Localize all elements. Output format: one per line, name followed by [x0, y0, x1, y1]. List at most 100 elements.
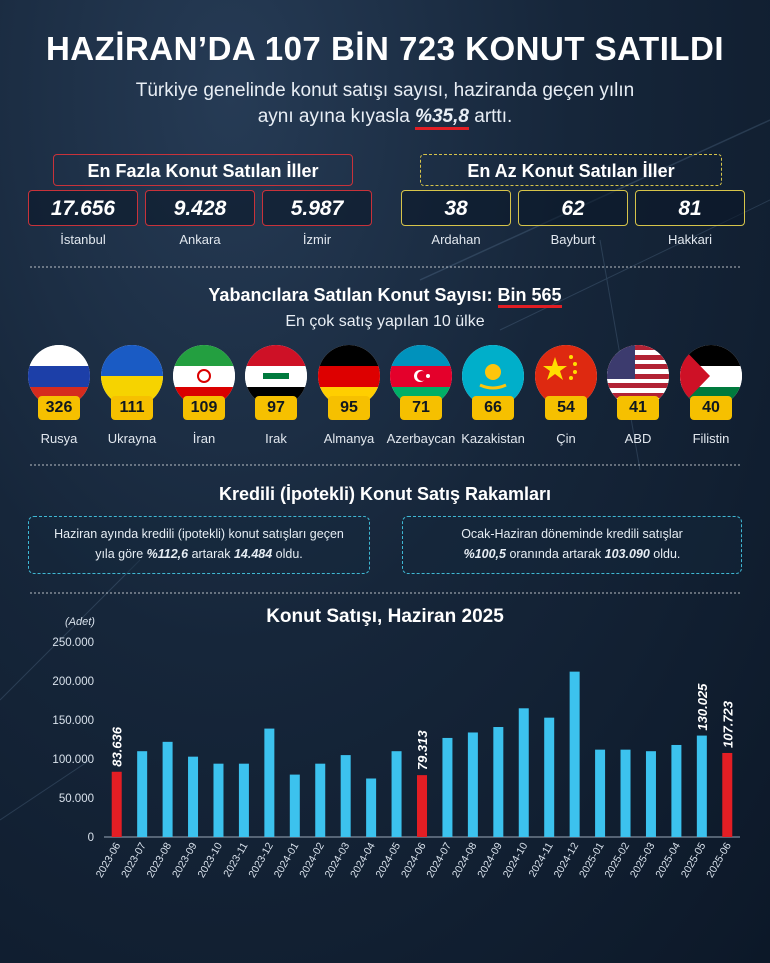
bar	[696, 735, 707, 837]
bar	[493, 727, 504, 837]
credit-box2-line2: %100,5 oranında artarak 103.090 oldu.	[403, 544, 741, 564]
bar	[264, 728, 275, 837]
y-tick-label: 0	[88, 832, 94, 844]
most-sold-city: İstanbul	[60, 232, 106, 247]
bar	[467, 732, 478, 837]
most-sold-city: İzmir	[302, 232, 332, 247]
y-tick-label: 250.000	[52, 637, 94, 649]
bar	[366, 778, 377, 837]
bar	[137, 751, 148, 837]
bar	[722, 752, 733, 837]
country-name: Ukrayna	[107, 431, 157, 446]
credit-box2-line1: Ocak-Haziran döneminde kredili satışlar	[461, 527, 683, 541]
most-sold-city: Ankara	[179, 232, 221, 247]
country-name: Irak	[265, 431, 287, 446]
credit-box1-line1: Haziran ayında kredili (ipotekli) konut …	[54, 527, 344, 541]
country-count-badge: 97	[255, 396, 297, 420]
bar	[188, 756, 199, 837]
y-tick-label: 50.000	[59, 793, 94, 805]
country-name: ABD	[624, 431, 652, 446]
most-sold-value: 17.656	[28, 190, 138, 226]
least-sold-city: Hakkari	[667, 232, 713, 247]
bar	[162, 741, 173, 837]
country-count-badge: 66	[472, 396, 514, 420]
y-axis-unit-label: (Adet)	[65, 616, 95, 628]
data-label: 130.025	[695, 683, 710, 731]
bar	[289, 774, 300, 837]
most-sold-value: 9.428	[145, 190, 255, 226]
most-sold-title: En Fazla Konut Satılan İller	[53, 154, 353, 186]
least-sold-city: Ardahan	[431, 232, 481, 247]
country-name: İran	[192, 431, 216, 446]
subtitle-post: arttı.	[468, 106, 513, 127]
credit-box2-percent: %100,5	[463, 547, 506, 561]
country-count-badge: 109	[183, 396, 225, 420]
country-count-badge: 40	[690, 396, 732, 420]
bar	[340, 755, 351, 837]
country-count-badge: 326	[38, 396, 80, 420]
least-sold-city: Bayburt	[550, 232, 596, 247]
subtitle-highlight: %35,8	[415, 106, 469, 130]
section-divider	[30, 464, 740, 466]
data-label: 107.723	[720, 700, 735, 748]
y-tick-label: 200.000	[52, 676, 94, 688]
least-sold-value: 62	[518, 190, 628, 226]
credit-box1-text: artarak	[188, 547, 234, 561]
bar	[569, 671, 580, 837]
bar	[620, 749, 631, 837]
section-divider	[30, 592, 740, 594]
subtitle-pre: aynı ayına kıyasla	[257, 106, 416, 127]
credit-info-box-monthly: Haziran ayında kredili (ipotekli) konut …	[28, 516, 370, 574]
bar	[315, 763, 326, 837]
country-name: Çin	[556, 431, 576, 446]
least-sold-title: En Az Konut Satılan İller	[420, 154, 722, 186]
foreign-title-value: Bin 565	[497, 285, 562, 308]
country-name: Almanya	[323, 431, 375, 446]
country-name: Kazakistan	[461, 431, 525, 446]
credit-box1-percent: %112,6	[146, 547, 189, 561]
credit-box1-text: yıla göre	[95, 547, 147, 561]
credit-box1-text: oldu.	[272, 547, 303, 561]
subtitle-line2: aynı ayına kıyasla %35,8 arttı.	[85, 104, 685, 130]
data-label: 83.636	[110, 726, 125, 767]
bar	[518, 708, 529, 837]
credit-box1-value: 14.484	[233, 547, 273, 561]
page-title: HAZİRAN’DA 107 BİN 723 KONUT SATILDI	[45, 30, 725, 67]
bar	[391, 751, 402, 837]
y-tick-label: 100.000	[52, 754, 94, 766]
foreign-sales-title: Yabancılara Satılan Konut Sayısı: Bin 56…	[0, 285, 770, 308]
bar	[595, 749, 606, 837]
bar	[671, 744, 682, 837]
data-label: 79.313	[415, 730, 430, 771]
chart-title: Konut Satışı, Haziran 2025	[266, 606, 504, 627]
country-count-badge: 95	[328, 396, 370, 420]
bar	[111, 771, 122, 837]
least-sold-value: 38	[401, 190, 511, 226]
credit-box2-text: oldu.	[649, 547, 681, 561]
section-divider	[30, 266, 740, 268]
bar	[442, 737, 453, 837]
least-sold-value: 81	[635, 190, 745, 226]
credit-info-box-halfyear: Ocak-Haziran döneminde kredili satışlar …	[402, 516, 742, 574]
credit-sales-title: Kredili (İpotekli) Konut Satış Rakamları	[218, 484, 552, 504]
x-tick-label: 2025-06	[704, 840, 734, 880]
country-count-badge: 54	[545, 396, 587, 420]
bar	[238, 763, 249, 837]
most-sold-value: 5.987	[262, 190, 372, 226]
credit-box2-text: oranında artarak	[505, 547, 605, 561]
bar	[645, 751, 656, 837]
country-name: Azerbaycan	[386, 431, 456, 446]
country-name: Filistin	[692, 431, 730, 446]
country-name: Rusya	[40, 431, 78, 446]
credit-box1-line2: yıla göre %112,6 artarak 14.484 oldu.	[29, 544, 369, 564]
sales-bar-chart: (Adet) 0 50.000 100.000 150.000 200.000 250.00…	[52, 616, 740, 880]
bar	[417, 775, 427, 837]
page-subtitle: Türkiye genelinde konut satışı sayısı, h…	[85, 78, 685, 130]
country-count-badge: 41	[617, 396, 659, 420]
foreign-sales-subtitle: En çok satış yapılan 10 ülke	[285, 313, 485, 330]
country-count-badge: 111	[111, 396, 153, 420]
country-count-badge: 71	[400, 396, 442, 420]
credit-box2-value: 103.090	[604, 547, 650, 561]
y-tick-label: 150.000	[52, 715, 94, 727]
bar	[544, 717, 555, 837]
